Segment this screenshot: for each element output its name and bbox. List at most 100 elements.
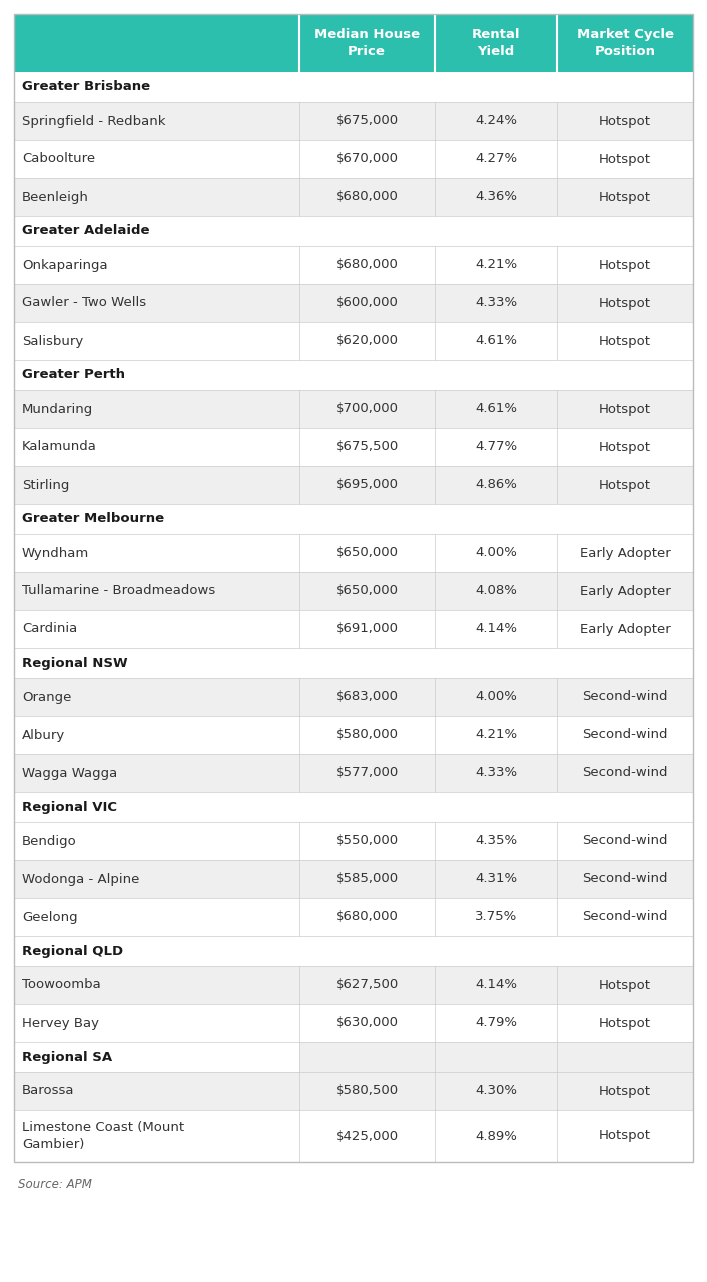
Bar — [14, 1110, 693, 1161]
Text: Second-wind: Second-wind — [583, 910, 668, 923]
Text: Early Adopter: Early Adopter — [580, 623, 670, 636]
Text: 4.33%: 4.33% — [475, 296, 517, 309]
Text: Springfield - Redbank: Springfield - Redbank — [22, 114, 165, 127]
Text: Rental
Yield: Rental Yield — [472, 28, 520, 58]
Bar — [14, 792, 693, 822]
Text: Limestone Coast (Mount
Gambier): Limestone Coast (Mount Gambier) — [22, 1120, 184, 1151]
Text: Greater Adelaide: Greater Adelaide — [22, 224, 149, 237]
Text: $550,000: $550,000 — [336, 835, 399, 847]
Text: Hotspot: Hotspot — [599, 1085, 651, 1097]
Text: Greater Melbourne: Greater Melbourne — [22, 513, 164, 526]
Text: Hotspot: Hotspot — [599, 1017, 651, 1029]
Text: $627,500: $627,500 — [335, 978, 399, 991]
Text: Hotspot: Hotspot — [599, 191, 651, 204]
Text: $675,000: $675,000 — [336, 114, 399, 127]
Text: Wyndham: Wyndham — [22, 546, 89, 559]
Text: Barossa: Barossa — [22, 1085, 74, 1097]
Bar — [14, 1072, 693, 1110]
Text: Hotspot: Hotspot — [599, 403, 651, 415]
Text: Hotspot: Hotspot — [599, 259, 651, 272]
Text: $425,000: $425,000 — [336, 1129, 399, 1142]
Bar — [14, 103, 693, 140]
Text: Regional NSW: Regional NSW — [22, 656, 128, 669]
Text: Geelong: Geelong — [22, 910, 78, 923]
Text: Hotspot: Hotspot — [599, 978, 651, 991]
Text: Wodonga - Alpine: Wodonga - Alpine — [22, 873, 139, 886]
Text: 4.61%: 4.61% — [475, 403, 517, 415]
Text: Hervey Bay: Hervey Bay — [22, 1017, 99, 1029]
Bar — [14, 1004, 693, 1042]
Text: Gawler - Two Wells: Gawler - Two Wells — [22, 296, 146, 309]
Text: 4.21%: 4.21% — [475, 728, 517, 741]
Text: 4.86%: 4.86% — [475, 478, 517, 491]
Text: $650,000: $650,000 — [336, 546, 399, 559]
Bar — [14, 140, 693, 178]
Bar — [14, 14, 693, 1161]
Text: 4.31%: 4.31% — [475, 873, 517, 886]
Text: Greater Brisbane: Greater Brisbane — [22, 81, 150, 94]
Text: Cardinia: Cardinia — [22, 623, 77, 636]
Text: 4.21%: 4.21% — [475, 259, 517, 272]
Text: Hotspot: Hotspot — [599, 153, 651, 165]
Bar — [14, 428, 693, 465]
Text: Second-wind: Second-wind — [583, 835, 668, 847]
Text: Hotspot: Hotspot — [599, 335, 651, 347]
Text: Hotspot: Hotspot — [599, 1129, 651, 1142]
Text: $577,000: $577,000 — [335, 767, 399, 779]
Text: Median House
Price: Median House Price — [314, 28, 420, 58]
Bar — [435, 1042, 557, 1072]
Bar — [14, 285, 693, 322]
Text: Orange: Orange — [22, 691, 71, 704]
Bar — [14, 246, 693, 285]
Text: 4.77%: 4.77% — [475, 441, 517, 454]
Text: Early Adopter: Early Adopter — [580, 585, 670, 597]
Text: Stirling: Stirling — [22, 478, 69, 491]
Text: Early Adopter: Early Adopter — [580, 546, 670, 559]
Bar — [557, 1042, 693, 1072]
Text: Regional QLD: Regional QLD — [22, 945, 123, 958]
Text: 4.14%: 4.14% — [475, 623, 517, 636]
Text: Caboolture: Caboolture — [22, 153, 95, 165]
Bar — [14, 178, 693, 215]
Bar — [14, 215, 693, 246]
Bar — [14, 322, 693, 360]
Bar — [14, 678, 693, 717]
Text: 4.08%: 4.08% — [475, 585, 517, 597]
Bar — [14, 936, 693, 967]
Text: $580,500: $580,500 — [336, 1085, 399, 1097]
Text: Second-wind: Second-wind — [583, 691, 668, 704]
Bar — [14, 72, 693, 103]
Text: 3.75%: 3.75% — [475, 910, 518, 923]
Text: Second-wind: Second-wind — [583, 728, 668, 741]
Text: Mundaring: Mundaring — [22, 403, 93, 415]
Text: Tullamarine - Broadmeadows: Tullamarine - Broadmeadows — [22, 585, 215, 597]
Text: Source: APM: Source: APM — [18, 1177, 92, 1191]
Text: 4.36%: 4.36% — [475, 191, 517, 204]
Text: 4.33%: 4.33% — [475, 767, 517, 779]
Bar — [14, 967, 693, 1004]
Text: 4.00%: 4.00% — [475, 546, 517, 559]
Text: 4.24%: 4.24% — [475, 114, 517, 127]
Text: Second-wind: Second-wind — [583, 873, 668, 886]
Bar — [14, 465, 693, 504]
Bar — [14, 390, 693, 428]
Text: $680,000: $680,000 — [336, 259, 399, 272]
Text: 4.61%: 4.61% — [475, 335, 517, 347]
Text: Onkaparinga: Onkaparinga — [22, 259, 107, 272]
Text: Greater Perth: Greater Perth — [22, 368, 125, 382]
Text: Bendigo: Bendigo — [22, 835, 77, 847]
Text: $670,000: $670,000 — [336, 153, 399, 165]
Text: $600,000: $600,000 — [336, 296, 399, 309]
Text: $683,000: $683,000 — [336, 691, 399, 704]
Text: 4.00%: 4.00% — [475, 691, 517, 704]
Text: 4.30%: 4.30% — [475, 1085, 517, 1097]
Text: $585,000: $585,000 — [336, 873, 399, 886]
Text: Hotspot: Hotspot — [599, 441, 651, 454]
Text: 4.35%: 4.35% — [475, 835, 517, 847]
Text: Toowoomba: Toowoomba — [22, 978, 101, 991]
Bar — [14, 360, 693, 390]
Text: Hotspot: Hotspot — [599, 478, 651, 491]
Bar — [14, 610, 693, 647]
Text: $680,000: $680,000 — [336, 910, 399, 923]
Bar — [14, 897, 693, 936]
